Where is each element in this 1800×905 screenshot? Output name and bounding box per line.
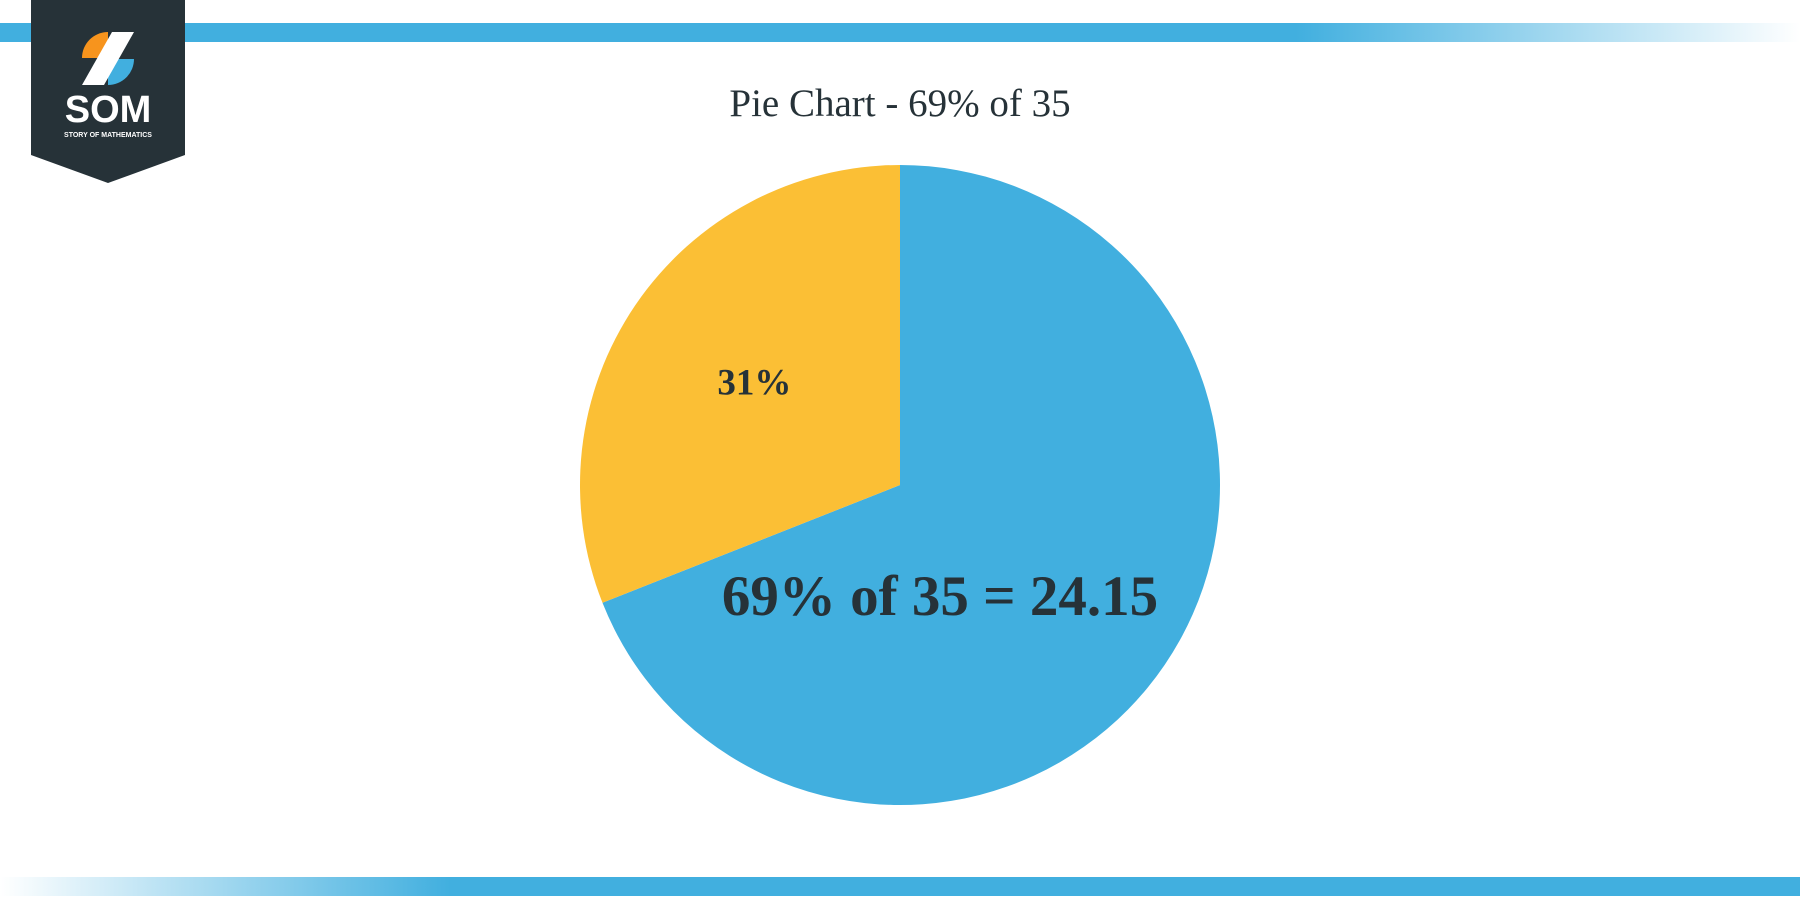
logo-badge bbox=[31, 0, 185, 183]
logo: SOM STORY OF MATHEMATICS bbox=[31, 0, 185, 183]
logo-icon-white bbox=[82, 32, 134, 85]
logo-name: SOM bbox=[65, 89, 152, 131]
logo-tagline: STORY OF MATHEMATICS bbox=[64, 132, 152, 139]
pie-slice bbox=[602, 165, 1220, 805]
pie-slice bbox=[579, 165, 900, 603]
top-bar bbox=[0, 23, 1800, 42]
chart-title: Pie Chart - 69% of 35 bbox=[729, 82, 1070, 125]
slice-label: 69% of 35 = 24.15 bbox=[722, 565, 1158, 628]
slice-label: 31% bbox=[717, 363, 791, 404]
bottom-bar bbox=[0, 877, 1800, 896]
